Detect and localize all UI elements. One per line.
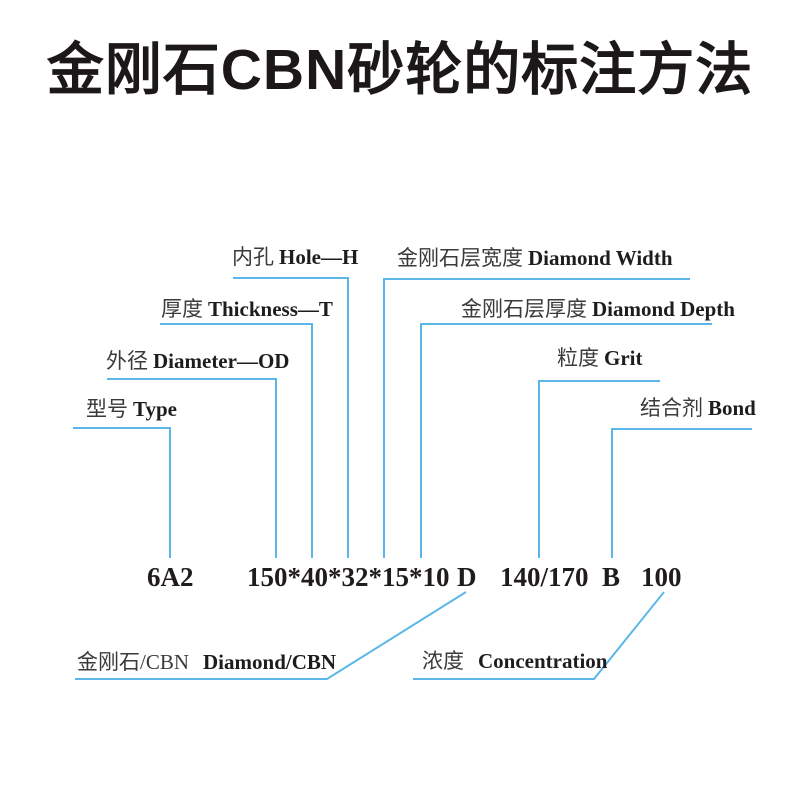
label-diameter-zh: 外径 [106,349,148,373]
code-diamond: D [457,562,477,592]
label-hole-en: Hole—H [279,245,359,269]
code-type: 6A2 [147,562,194,592]
label-diamond-depth-en: Diamond Depth [592,297,735,321]
label-diamond-width-zh: 金刚石层宽度 [397,246,523,270]
code-bond: B [602,562,621,592]
connector-diameter [107,378,277,558]
label-bond: 结合剂 Bond [640,397,756,419]
connector-type [73,427,171,558]
label-bond-en: Bond [708,396,756,420]
label-hole: 内孔 Hole—H [232,246,358,268]
label-bond-zh: 结合剂 [640,396,703,420]
label-diamond-depth-zh: 金刚石层厚度 [461,297,587,321]
label-thickness: 厚度 Thickness—T [161,298,333,320]
code-grit: 140/170 [500,562,589,592]
label-type-en: Type [133,397,177,421]
connector-bond [611,428,752,558]
connector-diamond-cbn [75,591,467,680]
label-diamond-depth: 金刚石层厚度 Diamond Depth [461,298,735,320]
connector-hole [233,277,349,558]
label-diamond-cbn-en: Diamond/CBN [203,650,337,674]
label-type-zh: 型号 [86,397,128,421]
label-grit-en: Grit [604,346,643,370]
page-title: 金刚石CBN砂轮的标注方法 [46,38,754,102]
label-concentration-zh: 浓度 [422,649,464,673]
label-thickness-zh: 厚度 [161,297,203,321]
label-hole-zh: 内孔 [232,245,274,269]
label-grit: 粒度 Grit [557,347,642,369]
label-diamond-width: 金刚石层宽度 Diamond Width [397,247,673,269]
label-diamond-cbn-zh: 金刚石/CBN [77,650,190,674]
label-type: 型号 Type [86,398,177,420]
code-concentration: 100 [641,562,682,592]
label-concentration-en: Concentration [478,649,608,673]
connector-diamond-depth [420,323,712,558]
label-concentration: 浓度 Concentration [422,650,608,672]
label-diamond-width-en: Diamond Width [528,246,673,270]
label-diamond-cbn: 金刚石/CBN Diamond/CBN [77,651,336,673]
connector-grit [538,380,660,558]
code-dimensions: 150*40*32*15*10 [247,562,450,592]
label-grit-zh: 粒度 [557,346,599,370]
connector-thickness [160,323,313,558]
label-thickness-en: Thickness—T [208,297,333,321]
connector-concentration [413,591,665,680]
label-diameter-en: Diameter—OD [153,349,290,373]
connector-diamond-width [383,278,690,558]
label-diameter: 外径 Diameter—OD [106,350,289,372]
